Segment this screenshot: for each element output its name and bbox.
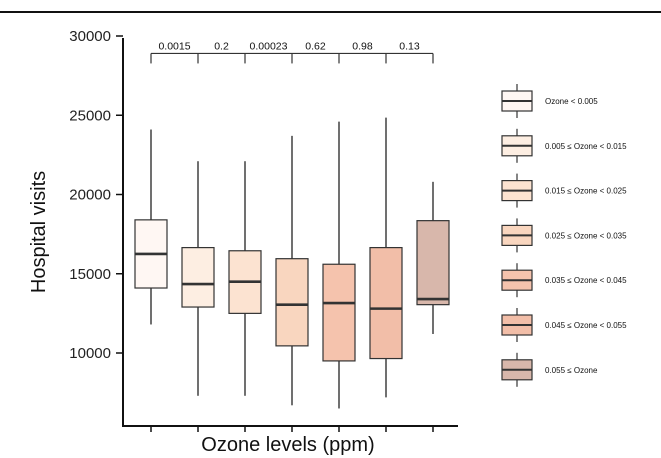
y-ticks: 10000 15000 20000 25000 30000 <box>69 28 123 362</box>
legend: Ozone < 0.005 0.005 ≤ Ozone < 0.015 0.015 … <box>501 84 627 387</box>
box-body <box>275 258 309 347</box>
axes <box>122 38 458 427</box>
legend-label: 0.005 ≤ Ozone < 0.015 <box>545 142 627 151</box>
legend-item: 0.015 ≤ Ozone < 0.025 <box>501 173 627 208</box>
pvalue-label: 0.98 <box>352 40 373 52</box>
pvalue-label: 0.62 <box>305 40 326 52</box>
legend-item: 0.045 ≤ Ozone < 0.055 <box>501 308 627 342</box>
y-tick-label: 10000 <box>69 345 111 362</box>
box-5 <box>322 121 356 409</box>
legend-label: 0.025 ≤ Ozone < 0.035 <box>545 231 627 240</box>
pvalue-label: 0.00023 <box>250 40 288 52</box>
legend-item: 0.055 ≤ Ozone <box>501 352 598 387</box>
pvalue-label: 0.2 <box>214 40 229 52</box>
legend-label: 0.055 ≤ Ozone <box>545 366 598 375</box>
box-2 <box>181 161 215 396</box>
box-body <box>369 246 403 360</box>
pvalue-brackets: 0.0015 0.2 0.00023 0.62 0.98 0.13 <box>150 40 434 64</box>
y-tick-label: 25000 <box>69 107 111 124</box>
box-6 <box>369 117 403 398</box>
y-tick-label: 15000 <box>69 266 111 283</box>
box-body <box>416 220 450 306</box>
box-body <box>322 263 356 362</box>
box-7 <box>416 181 450 334</box>
legend-label: 0.035 ≤ Ozone < 0.045 <box>545 276 627 285</box>
legend-item: 0.025 ≤ Ozone < 0.035 <box>501 218 627 253</box>
legend-label: 0.015 ≤ Ozone < 0.025 <box>545 187 627 196</box>
legend-label: Ozone < 0.005 <box>545 97 598 106</box>
y-tick-label: 20000 <box>69 187 111 204</box>
x-ticks <box>150 426 434 432</box>
legend-item: 0.005 ≤ Ozone < 0.015 <box>501 128 627 163</box>
legend-label: 0.045 ≤ Ozone < 0.055 <box>545 321 627 330</box>
box-body <box>181 246 215 308</box>
y-tick-label: 30000 <box>69 28 111 45</box>
box-3 <box>228 161 262 396</box>
pvalue-label: 0.13 <box>399 40 420 52</box>
top-border-rule <box>0 11 661 13</box>
boxes <box>134 117 450 409</box>
legend-item: Ozone < 0.005 <box>501 84 598 118</box>
x-axis-label: Ozone levels (ppm) <box>201 434 374 456</box>
y-axis-label: Hospital visits <box>28 171 50 293</box>
box-1 <box>134 129 168 325</box>
legend-item: 0.035 ≤ Ozone < 0.045 <box>501 263 627 298</box>
pvalue-label: 0.0015 <box>158 40 190 52</box>
box-4 <box>275 135 309 406</box>
